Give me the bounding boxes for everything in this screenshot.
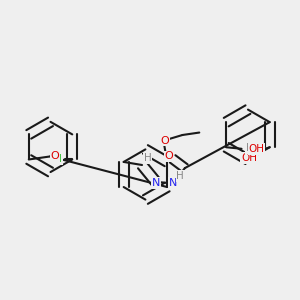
Text: OH: OH — [249, 144, 265, 154]
Text: O: O — [160, 136, 169, 146]
Text: N: N — [169, 178, 177, 188]
Text: O: O — [165, 152, 173, 161]
Text: N: N — [152, 178, 160, 188]
Text: O: O — [51, 151, 59, 161]
Text: H: H — [144, 153, 152, 163]
Text: OH: OH — [241, 153, 257, 163]
Text: H: H — [245, 143, 253, 154]
Text: Cl: Cl — [52, 154, 62, 164]
Text: H: H — [176, 171, 184, 181]
